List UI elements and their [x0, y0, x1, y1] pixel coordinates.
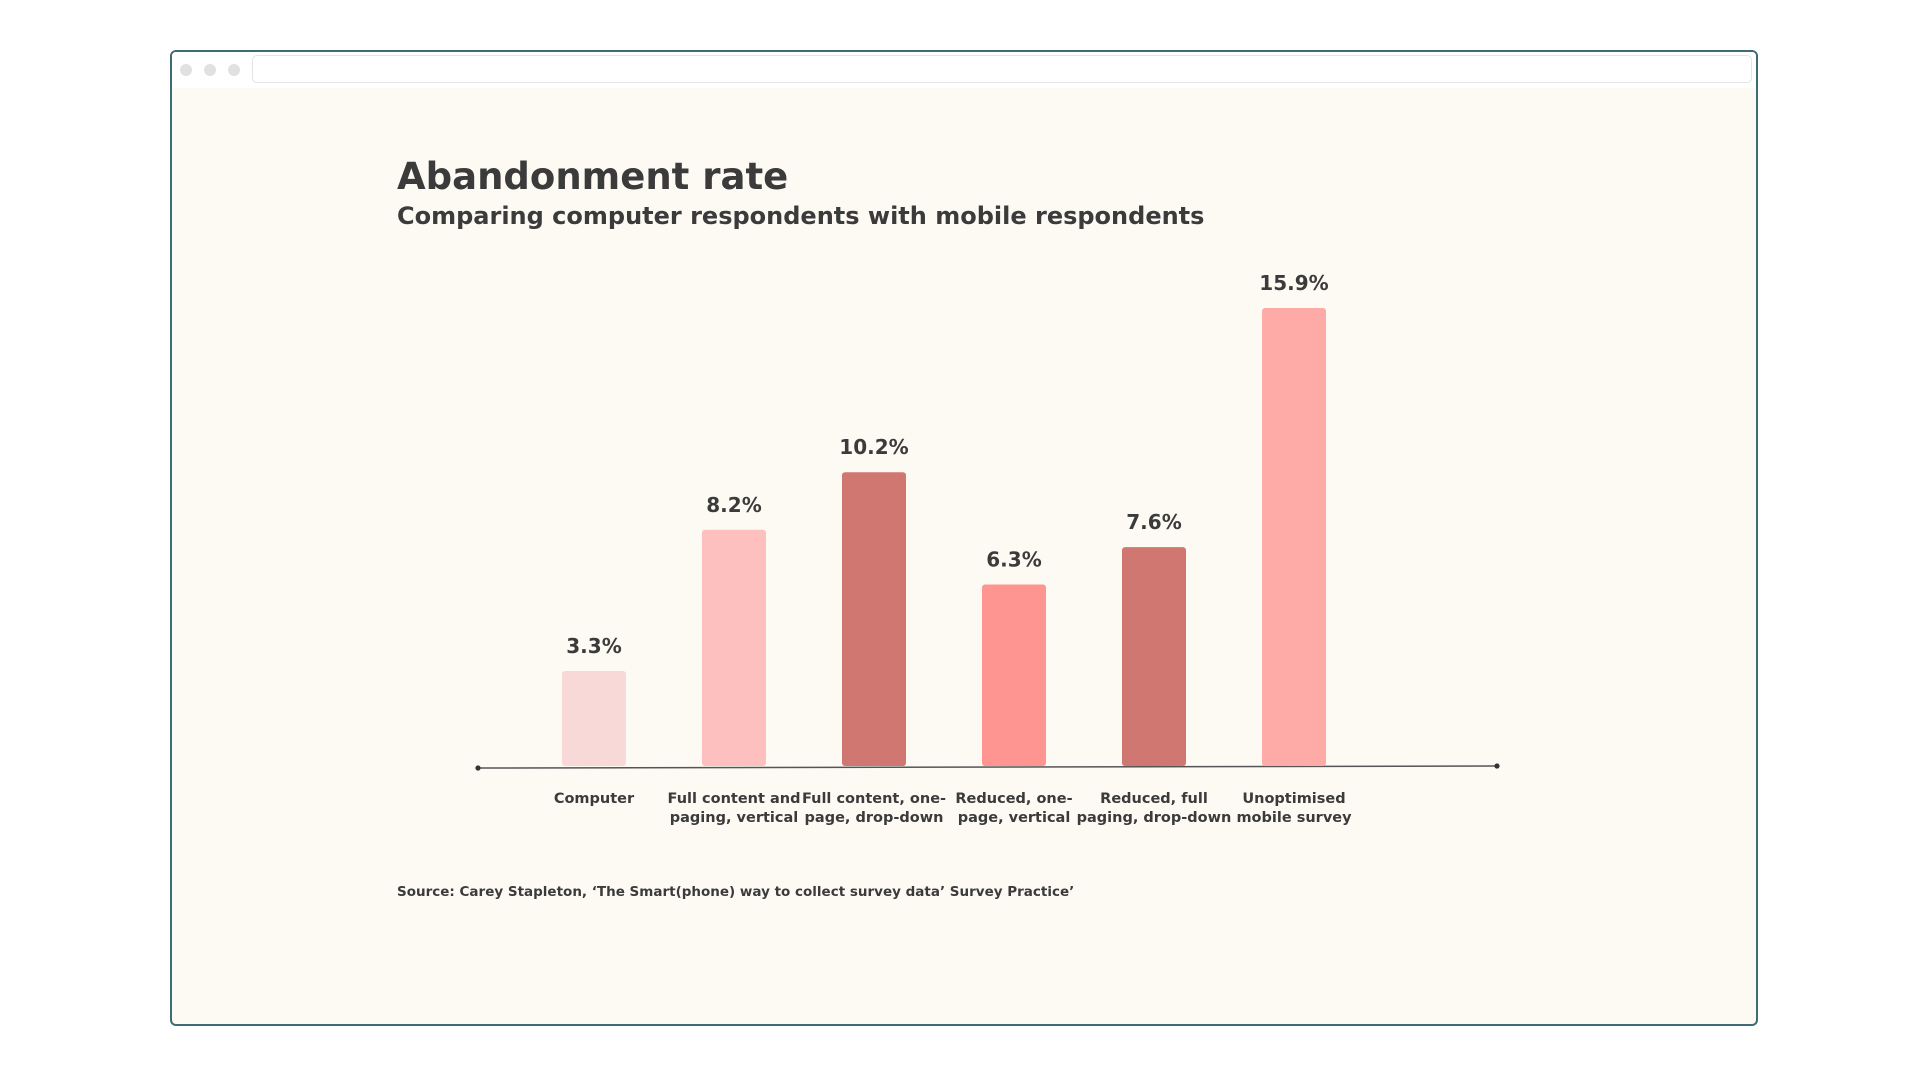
bar	[1262, 308, 1326, 766]
x-axis-line	[477, 765, 1498, 769]
bar-value-label: 15.9%	[1259, 271, 1328, 295]
category-label: Full content, one-page, drop-down	[802, 791, 946, 826]
bar	[1122, 547, 1186, 766]
axis-endpoint	[1494, 763, 1500, 769]
browser-window: Abandonment rate Comparing computer resp…	[170, 50, 1758, 1026]
bar	[562, 670, 626, 766]
window-control-dot[interactable]	[228, 64, 240, 76]
window-control-dot[interactable]	[180, 64, 192, 76]
source-note: Source: Carey Stapleton, ‘The Smart(phon…	[397, 884, 1075, 900]
category-label: Reduced, full paging, drop-down	[1077, 791, 1232, 826]
category-label: Full content and paging, vertical	[668, 791, 801, 826]
category-label: Unoptimised mobile survey	[1236, 791, 1352, 826]
bar-value-label: 3.3%	[566, 634, 621, 658]
axis-endpoint	[475, 765, 481, 771]
chart-subtitle: Comparing computer respondents with mobi…	[397, 202, 1205, 230]
category-label: Computer	[554, 791, 635, 807]
window-titlebar	[172, 52, 1756, 88]
bar	[702, 529, 766, 766]
bar-value-label: 7.6%	[1126, 510, 1181, 534]
chart-title: Abandonment rate	[397, 155, 789, 198]
bar-value-label: 6.3%	[986, 548, 1041, 572]
address-bar[interactable]	[252, 55, 1752, 83]
bar-value-label: 8.2%	[706, 493, 761, 517]
window-control-dot[interactable]	[204, 64, 216, 76]
category-label: Reduced, one-page, vertical	[955, 791, 1072, 826]
bar	[842, 472, 906, 766]
bar-value-label: 10.2%	[839, 435, 908, 459]
bar-chart: 3.3% Computer 8.2% Full content and paging, …	[475, 271, 1500, 826]
bar	[982, 584, 1046, 766]
